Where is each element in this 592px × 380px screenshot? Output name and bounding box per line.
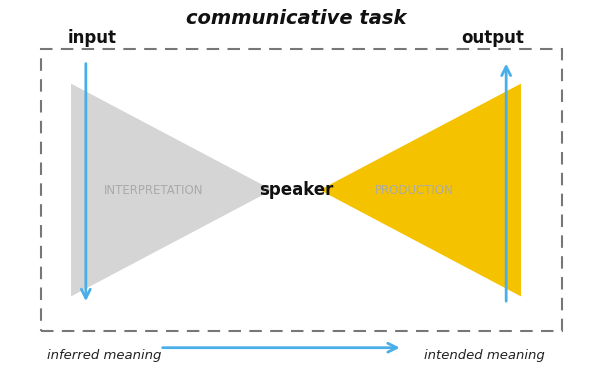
- Text: INTERPRETATION: INTERPRETATION: [104, 184, 204, 196]
- Text: communicative task: communicative task: [186, 10, 406, 28]
- Text: output: output: [461, 29, 524, 47]
- Text: inferred meaning: inferred meaning: [47, 349, 162, 362]
- Polygon shape: [320, 84, 521, 296]
- Polygon shape: [71, 84, 272, 296]
- Text: PRODUCTION: PRODUCTION: [375, 184, 454, 196]
- Text: intended meaning: intended meaning: [424, 349, 545, 362]
- Text: speaker: speaker: [259, 181, 333, 199]
- Text: input: input: [68, 29, 117, 47]
- Bar: [41, 49, 562, 331]
